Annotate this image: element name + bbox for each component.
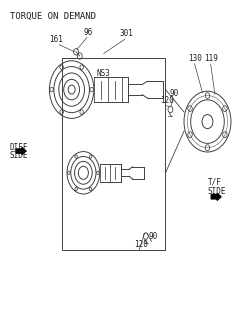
Text: 301: 301 — [119, 29, 133, 38]
Text: SIDE: SIDE — [10, 151, 28, 160]
Text: 96: 96 — [83, 28, 92, 37]
Polygon shape — [16, 148, 26, 155]
Text: 120: 120 — [134, 240, 148, 249]
Text: NS3: NS3 — [96, 69, 110, 78]
Bar — [62, 58, 165, 250]
Text: 161: 161 — [49, 35, 62, 44]
Text: 90: 90 — [169, 89, 179, 98]
Polygon shape — [211, 193, 221, 200]
Text: 119: 119 — [204, 54, 218, 63]
Text: SIDE: SIDE — [207, 187, 226, 196]
Text: 120: 120 — [161, 96, 174, 105]
Text: DIFF: DIFF — [10, 143, 28, 152]
Text: T/F: T/F — [207, 178, 221, 187]
Text: TORQUE ON DEMAND: TORQUE ON DEMAND — [10, 12, 96, 21]
Text: 130: 130 — [188, 54, 202, 63]
Text: 90: 90 — [148, 232, 157, 241]
